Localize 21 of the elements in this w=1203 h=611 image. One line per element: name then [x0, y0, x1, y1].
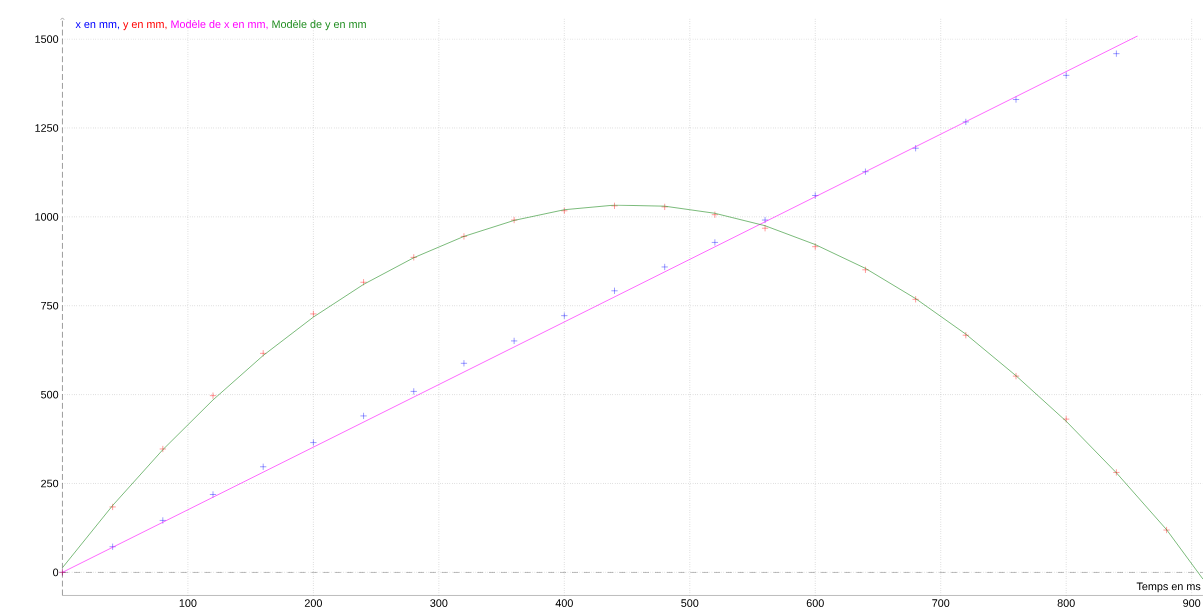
text: Modèle de x en mm,: [171, 19, 268, 30]
x-tick-label: 500: [681, 599, 699, 607]
y-tick-label: 250: [41, 479, 59, 488]
y-tick-label: 0: [53, 568, 59, 577]
x-tick-label: 300: [430, 599, 448, 607]
x-tick-label: 700: [932, 599, 950, 607]
y-tick-label: 750: [41, 301, 59, 310]
x-tick-label: 200: [304, 599, 322, 607]
text: y en mm,: [123, 21, 167, 31]
y-tick-label: 500: [41, 390, 59, 399]
y-tick-label: 1000: [35, 212, 59, 221]
x-tick-label: 100: [179, 599, 197, 607]
text: Modèle de y en mm: [272, 19, 366, 31]
y-tick-label: 1500: [35, 35, 59, 43]
x-tick-label: 600: [806, 599, 824, 607]
x-tick-label: 400: [555, 599, 573, 607]
x-axis-title: Temps en ms: [1136, 582, 1201, 593]
x-tick-label: 800: [1057, 599, 1075, 607]
x-tick-label: 900: [1183, 599, 1201, 607]
y-tick-label: 1250: [35, 124, 59, 132]
text: x en mm,: [75, 21, 119, 30]
